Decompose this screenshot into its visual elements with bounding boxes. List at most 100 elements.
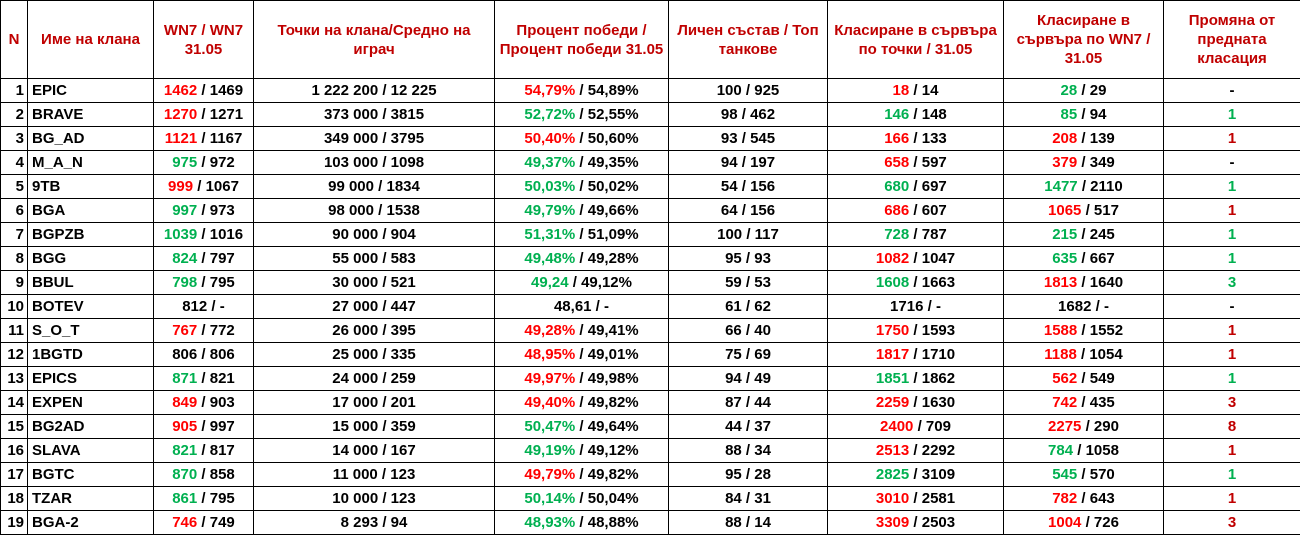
wn7-cell-previous: 806 xyxy=(209,346,235,363)
staff-cell: 59 / 53 xyxy=(668,270,828,295)
rank-points-cell-current: 3309 xyxy=(875,514,910,531)
header-points: Точки на клана/Средно на играч xyxy=(253,0,495,79)
win-rate-cell-current: 50,40% xyxy=(524,130,576,147)
rank-points-cell: 2259 / 1630 xyxy=(827,390,1004,415)
separator: / xyxy=(575,130,588,147)
rank-points-cell: 166 / 133 xyxy=(827,126,1004,151)
wn7-cell-current: 905 xyxy=(172,418,198,435)
table-row: 18 TZAR 861 / 795 10 000 / 123 50,14% / 50,0… xyxy=(0,486,1300,511)
rank-wn7-cell-previous: 667 xyxy=(1089,250,1115,267)
rank-wn7-cell-current: 782 xyxy=(1052,490,1078,507)
rank-wn7-cell-current: 1188 xyxy=(1044,346,1077,363)
wn7-cell-current: 746 xyxy=(172,514,198,531)
rank-wn7-cell: 1188 / 1054 xyxy=(1003,342,1164,367)
table-row: 14 EXPEN 849 / 903 17 000 / 201 49,40% / 49,… xyxy=(0,390,1300,415)
change-cell: 3 xyxy=(1163,270,1300,295)
clan-name: BG_AD xyxy=(27,126,154,151)
rank-points-cell: 18 / 14 xyxy=(827,78,1004,103)
wn7-cell-current: 1039 xyxy=(163,226,198,243)
separator: / xyxy=(575,466,588,483)
separator: / xyxy=(909,346,922,363)
rank-wn7-cell-previous: 570 xyxy=(1089,466,1115,483)
separator: / xyxy=(909,250,922,267)
separator: / xyxy=(197,250,210,267)
rank-wn7-cell-current: 1477 xyxy=(1044,178,1078,195)
table-row: 11 S_O_T 767 / 772 26 000 / 395 49,28% / 49,… xyxy=(0,318,1300,343)
rank-wn7-cell-current: 545 xyxy=(1052,466,1078,483)
separator: / xyxy=(1077,394,1090,411)
separator: / xyxy=(1077,130,1090,147)
separator: / xyxy=(197,226,210,243)
win-rate-cell-current: 49,19% xyxy=(524,442,576,459)
rank-wn7-cell: 215 / 245 xyxy=(1003,222,1164,247)
rank-wn7-cell-current: 28 xyxy=(1060,82,1078,99)
change-value: 1 xyxy=(1227,442,1237,459)
staff-cell: 88 / 14 xyxy=(668,510,828,535)
separator: / xyxy=(197,514,210,531)
separator: / xyxy=(1081,202,1094,219)
row-number: 15 xyxy=(0,414,28,439)
rank-points-cell-current: 2513 xyxy=(875,442,910,459)
table-row: 7 BGPZB 1039 / 1016 90 000 / 904 51,31% / 51… xyxy=(0,222,1300,247)
points-cell: 17 000 / 201 xyxy=(253,390,495,415)
rank-points-cell-previous: - xyxy=(935,298,941,315)
table-row: 10 BOTEV 812 / -27 000 / 447 48,61 / -61 / … xyxy=(0,294,1300,319)
clan-name: BGA-2 xyxy=(27,510,154,535)
separator: / xyxy=(575,82,588,99)
change-value: 3 xyxy=(1227,394,1237,411)
wn7-cell: 821 / 817 xyxy=(153,438,254,463)
staff-cell: 94 / 49 xyxy=(668,366,828,391)
rank-points-cell: 2513 / 2292 xyxy=(827,438,1004,463)
clan-name: EXPEN xyxy=(27,390,154,415)
rank-wn7-cell-previous: 726 xyxy=(1093,514,1119,531)
rank-points-cell-previous: 1710 xyxy=(921,346,956,363)
points-cell: 1 222 200 / 12 225 xyxy=(253,78,495,103)
rank-points-cell: 1851 / 1862 xyxy=(827,366,1004,391)
separator: / xyxy=(197,322,210,339)
rank-wn7-cell: 782 / 643 xyxy=(1003,486,1164,511)
separator: / xyxy=(193,178,206,195)
rank-wn7-cell: 208 / 139 xyxy=(1003,126,1164,151)
separator: / xyxy=(197,274,210,291)
wn7-cell-previous: 749 xyxy=(209,514,235,531)
rank-points-cell-previous: 2503 xyxy=(921,514,956,531)
win-rate-cell: 54,79% / 54,89% xyxy=(494,78,669,103)
separator: / xyxy=(575,514,588,531)
rank-points-cell: 728 / 787 xyxy=(827,222,1004,247)
rank-points-cell-current: 686 xyxy=(884,202,910,219)
wn7-cell-current: 812 xyxy=(182,298,208,315)
rank-points-cell-previous: 14 xyxy=(921,82,939,99)
wn7-cell-previous: 817 xyxy=(209,442,235,459)
staff-cell: 95 / 28 xyxy=(668,462,828,487)
change-cell: 1 xyxy=(1163,342,1300,367)
wn7-cell: 861 / 795 xyxy=(153,486,254,511)
rank-points-cell-current: 1817 xyxy=(875,346,910,363)
win-rate-cell-current: 48,93% xyxy=(524,514,576,531)
separator: / xyxy=(197,154,210,171)
row-number: 5 xyxy=(0,174,28,199)
separator: / xyxy=(197,442,210,459)
win-rate-cell-previous: 50,02% xyxy=(587,178,639,195)
separator: / xyxy=(575,250,588,267)
header-win-rate: Процент победи / Процент победи 31.05 xyxy=(494,0,669,79)
points-cell: 10 000 / 123 xyxy=(253,486,495,511)
separator: / xyxy=(1081,418,1094,435)
win-rate-cell-previous: 50,04% xyxy=(587,490,639,507)
win-rate-cell: 49,97% / 49,98% xyxy=(494,366,669,391)
win-rate-cell-current: 49,40% xyxy=(524,394,576,411)
wn7-cell: 1121 / 1167 xyxy=(153,126,254,151)
wn7-cell: 746 / 749 xyxy=(153,510,254,535)
win-rate-cell: 48,95% / 49,01% xyxy=(494,342,669,367)
header-row: N Име на клана WN7 / WN7 31.05 Точки на … xyxy=(0,0,1300,79)
win-rate-cell: 49,19% / 49,12% xyxy=(494,438,669,463)
change-cell: 1 xyxy=(1163,462,1300,487)
win-rate-cell: 49,28% / 49,41% xyxy=(494,318,669,343)
wn7-cell-previous: 1016 xyxy=(209,226,244,243)
change-cell: 1 xyxy=(1163,222,1300,247)
wn7-cell-current: 1462 xyxy=(163,82,198,99)
separator: / xyxy=(1076,346,1090,363)
points-cell: 26 000 / 395 xyxy=(253,318,495,343)
row-number: 19 xyxy=(0,510,28,535)
change-cell: 1 xyxy=(1163,126,1300,151)
wn7-cell: 975 / 972 xyxy=(153,150,254,175)
